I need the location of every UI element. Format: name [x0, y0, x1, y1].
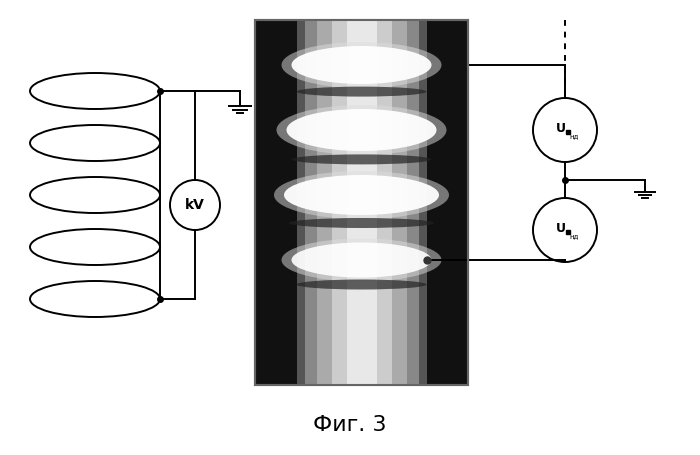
Ellipse shape: [291, 243, 431, 278]
Ellipse shape: [281, 42, 442, 88]
Ellipse shape: [289, 218, 434, 228]
Ellipse shape: [284, 175, 439, 215]
FancyBboxPatch shape: [255, 20, 468, 385]
Ellipse shape: [286, 109, 437, 151]
Ellipse shape: [276, 105, 447, 155]
Ellipse shape: [281, 238, 442, 282]
Circle shape: [533, 198, 597, 262]
Text: U: U: [556, 121, 566, 135]
FancyBboxPatch shape: [304, 20, 419, 385]
Circle shape: [533, 98, 597, 162]
Text: Фиг. 3: Фиг. 3: [314, 415, 386, 435]
Ellipse shape: [297, 279, 426, 289]
Ellipse shape: [291, 154, 431, 164]
FancyBboxPatch shape: [316, 20, 407, 385]
Circle shape: [170, 180, 220, 230]
Text: U: U: [556, 222, 566, 234]
FancyBboxPatch shape: [346, 20, 377, 385]
Text: нд: нд: [569, 133, 579, 139]
FancyBboxPatch shape: [297, 20, 426, 385]
Ellipse shape: [291, 46, 431, 84]
Text: нд: нд: [569, 233, 579, 239]
Ellipse shape: [274, 171, 449, 219]
Ellipse shape: [297, 86, 426, 96]
FancyBboxPatch shape: [332, 20, 391, 385]
Text: kV: kV: [185, 198, 205, 212]
